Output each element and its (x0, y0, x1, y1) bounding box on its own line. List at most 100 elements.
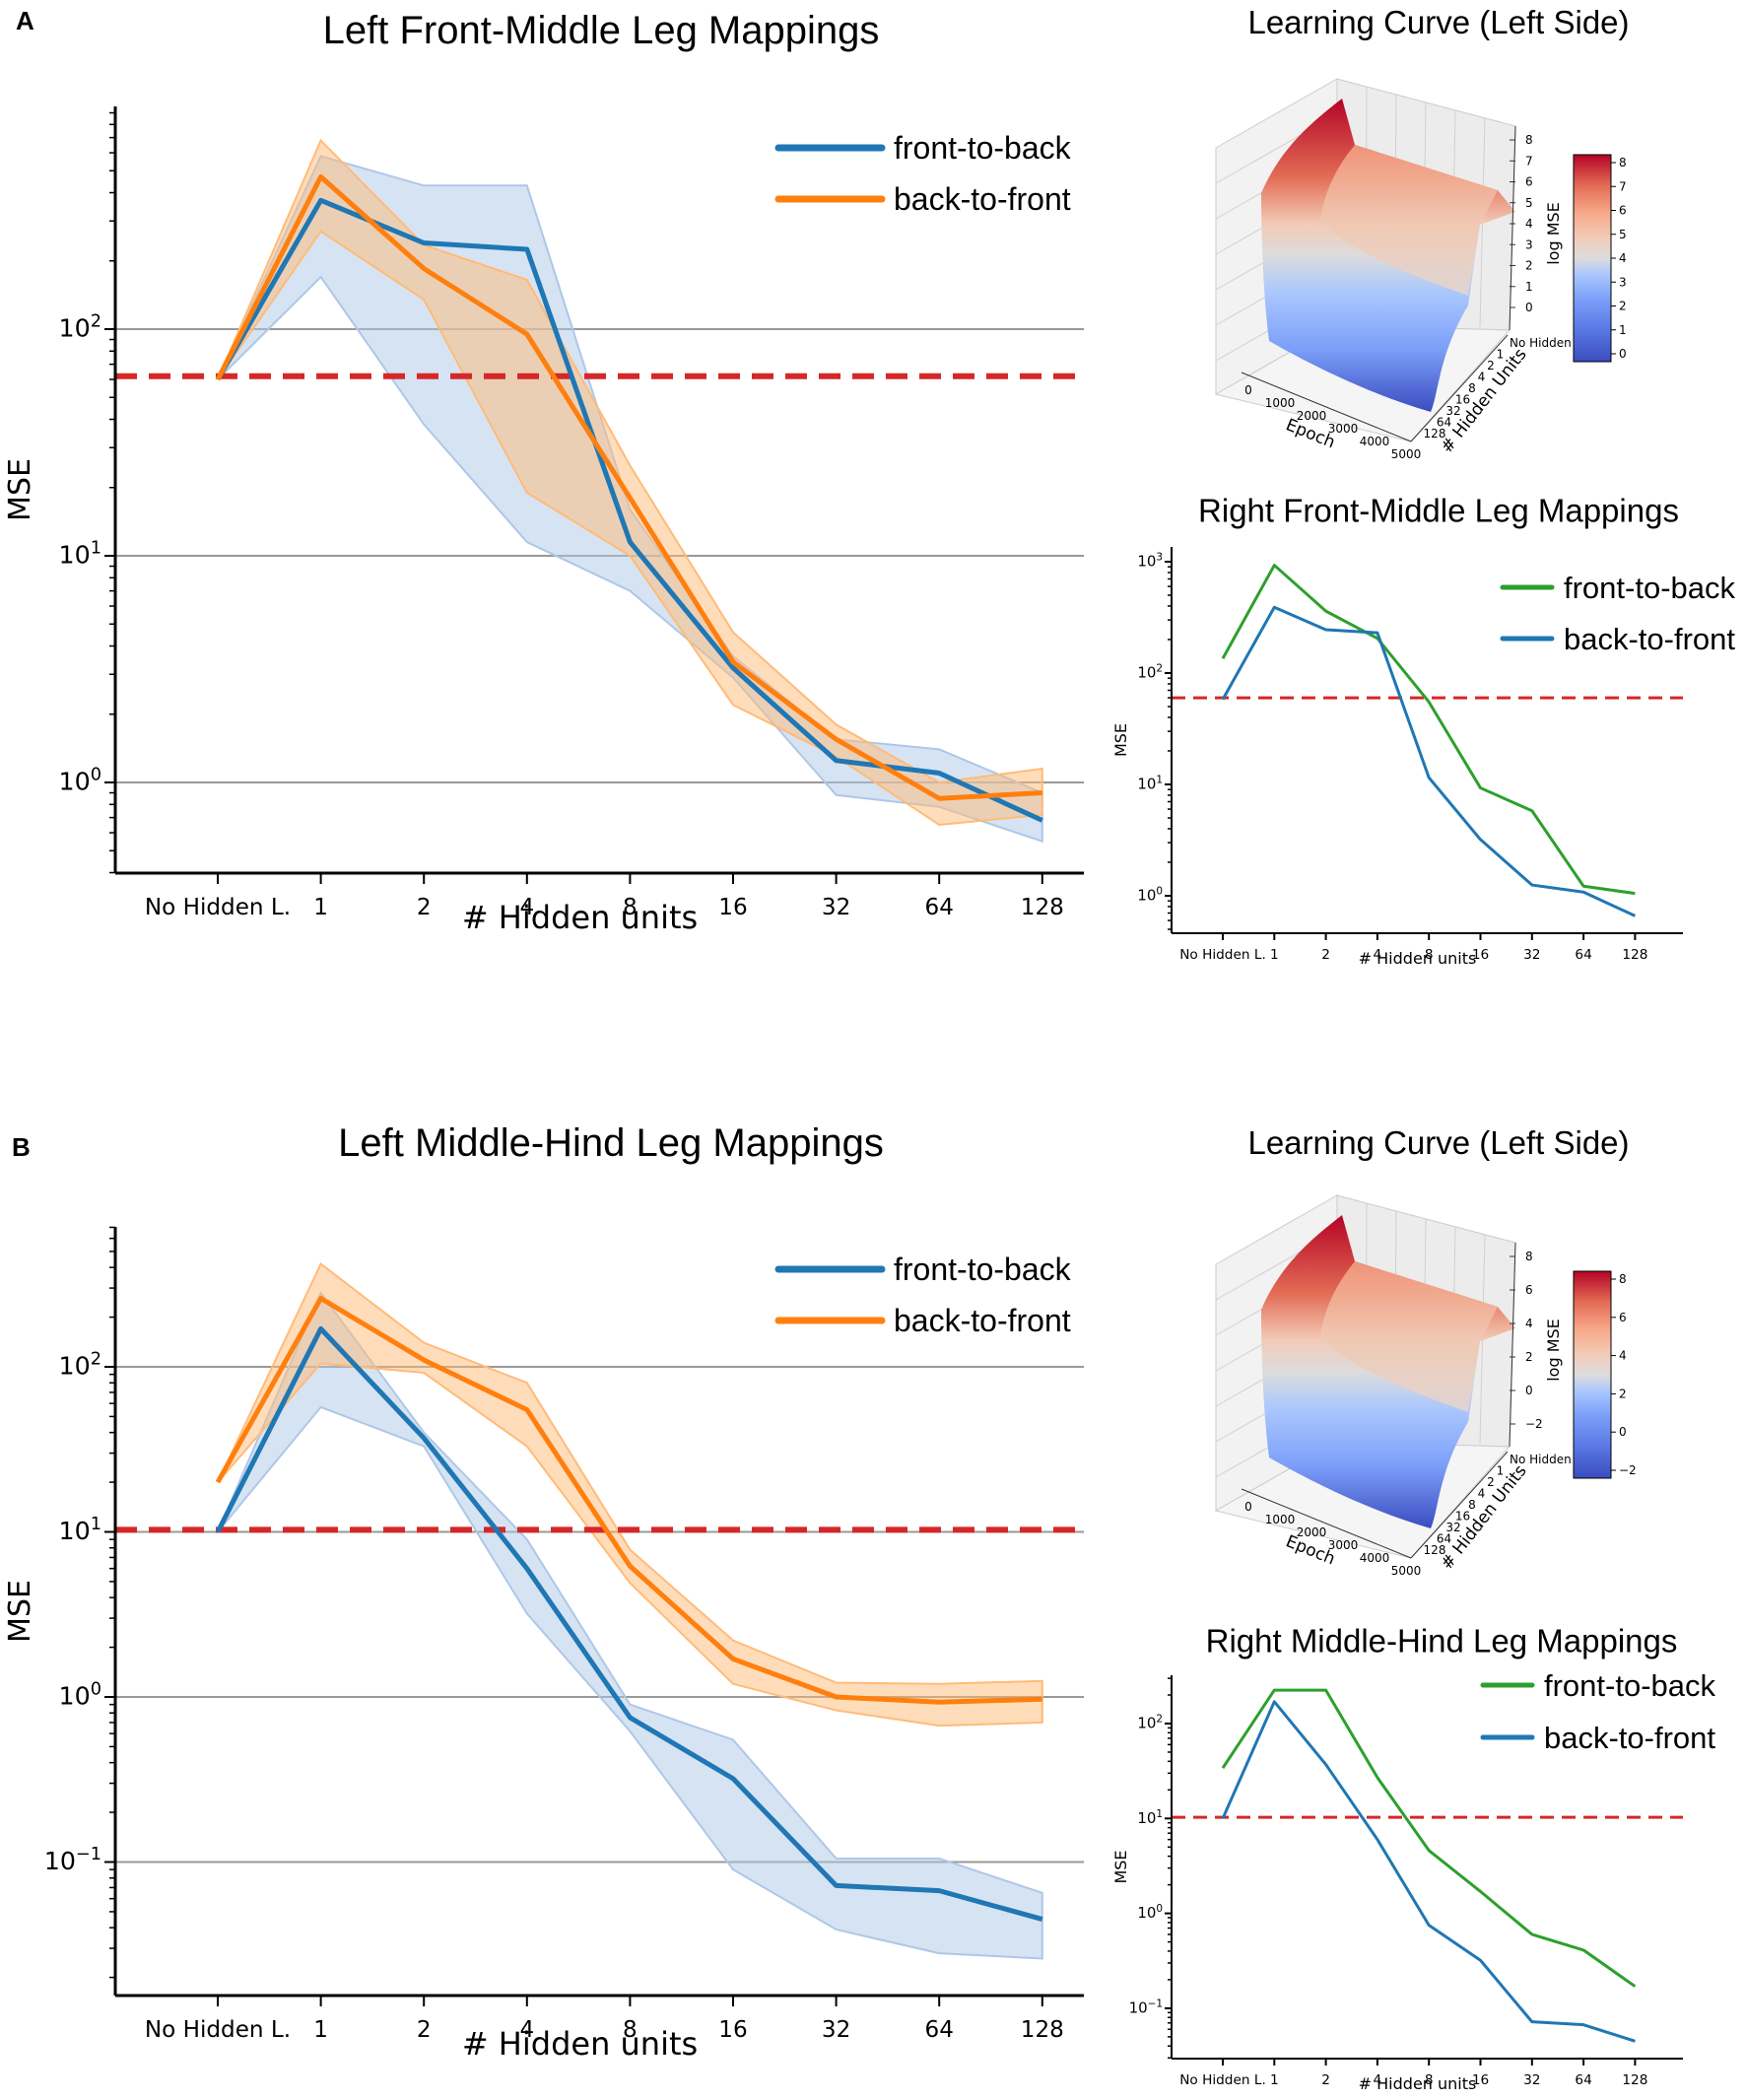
x-tick-label: 128 (1021, 2017, 1064, 2043)
colorbar (1573, 1270, 1612, 1479)
chart-B-main: Left Middle-Hind Leg Mappings 10−1 100 101 1… (3, 1121, 1084, 2063)
z-tick-label: 6 (1525, 175, 1533, 189)
legend-label-back-to-front: back-to-front (894, 1303, 1071, 1338)
z-tick-label: 4 (1525, 1317, 1533, 1330)
chart-title: Learning Curve (Left Side) (1247, 4, 1629, 40)
y-tick-label: 8 (1468, 1498, 1476, 1512)
series-line-front-to-back (1221, 564, 1636, 896)
y-tick-label: 128 (1424, 1543, 1446, 1557)
z-tick-label: 5 (1525, 196, 1533, 210)
legend-label-front-to-back: front-to-back (1544, 1668, 1716, 1703)
y-axis-label: MSE (1111, 723, 1130, 757)
chart-title: Right Middle-Hind Leg Mappings (1206, 1623, 1678, 1660)
x-tick-label: 8 (1425, 2072, 1434, 2088)
y-tick-label: 4 (1478, 371, 1486, 384)
colorbar (1573, 154, 1612, 363)
confidence-band-back-to-front (217, 1262, 1043, 1727)
colorbar-tick-label: 0 (1619, 1425, 1627, 1439)
x-tick-label: 2000 (1297, 409, 1327, 423)
y-tick-label: 100 (1137, 1903, 1163, 1922)
series-line-front-to-back (215, 1325, 1043, 1922)
x-axis-label: # Hidden units (1359, 949, 1477, 968)
legend-label-front-to-back: front-to-back (894, 1252, 1072, 1287)
x-tick-label: 2 (417, 2017, 432, 2043)
confidence-band-front-to-back (217, 1291, 1043, 1960)
panel-label-b: B (12, 1132, 31, 1162)
x-tick-label: 128 (1622, 947, 1647, 963)
z-tick-label: 2 (1525, 259, 1533, 273)
z-axis-label: log MSE (1544, 1319, 1563, 1382)
x-axis (1241, 372, 1412, 442)
y-tick-label: No Hidden (1510, 336, 1572, 350)
chart-B-right: Right Middle-Hind Leg Mappings 10−1 100 101… (1111, 1623, 1716, 2093)
y-tick-label: 101 (59, 539, 101, 570)
x-tick-label: 4000 (1360, 435, 1390, 448)
y-tick-label: 103 (1137, 552, 1163, 571)
y-tick-label: 4 (1478, 1487, 1486, 1501)
z-tick-label: 1 (1525, 280, 1533, 294)
x-tick-label: No Hidden L. (1179, 947, 1266, 963)
x-tick-label: 8 (623, 2017, 638, 2043)
x-tick-label: 64 (925, 895, 954, 920)
y-tick-label: 8 (1468, 381, 1476, 395)
chart-title: Right Front-Middle Leg Mappings (1198, 493, 1679, 529)
x-tick-label: 2000 (1297, 1525, 1327, 1539)
y-axis (1410, 334, 1509, 442)
y-tick-label: 32 (1445, 404, 1460, 418)
y-tick-label: 10−1 (44, 1845, 101, 1875)
x-tick-label: 3000 (1328, 1538, 1359, 1552)
y-tick-label: 2 (1487, 359, 1495, 373)
y-axis-label: MSE (1111, 1850, 1130, 1883)
x-tick-label: 1 (1270, 2072, 1279, 2088)
x-tick-label: No Hidden L. (1179, 2072, 1266, 2088)
x-tick-label: 16 (1472, 2072, 1489, 2088)
z-tick-label: 0 (1525, 1384, 1533, 1397)
panel-label-a: A (16, 6, 34, 35)
legend-label-back-to-front: back-to-front (1544, 1721, 1715, 1755)
colorbar-tick-label: 5 (1619, 228, 1627, 241)
colorbar-tick-label: 6 (1619, 204, 1627, 218)
x-axis-label: # Hidden units (462, 899, 698, 936)
legend-label-back-to-front: back-to-front (894, 181, 1071, 217)
colorbar-tick-label: 6 (1619, 1311, 1627, 1324)
x-tick-label: 16 (718, 895, 747, 920)
colorbar-tick-label: 8 (1619, 156, 1627, 169)
y-tick-label: 128 (1424, 427, 1446, 440)
colorbar-tick-label: 2 (1619, 1387, 1627, 1400)
x-tick-label: 4 (1374, 2072, 1382, 2088)
legend-label-front-to-back: front-to-back (894, 130, 1072, 166)
y-tick-label: 1 (1497, 348, 1505, 362)
x-tick-label: 2 (1321, 947, 1330, 963)
y-tick-label: 100 (59, 1680, 101, 1711)
z-tick-label: 8 (1525, 1250, 1533, 1263)
y-tick-label: 16 (1455, 1510, 1470, 1524)
x-tick-label: 128 (1021, 895, 1064, 920)
x-tick-label: 16 (718, 2017, 747, 2043)
y-axis-label: MSE (3, 1580, 37, 1643)
y-tick-label: 32 (1445, 1521, 1460, 1534)
y-tick-label: 102 (1137, 663, 1163, 682)
legend-label-front-to-back: front-to-back (1564, 571, 1736, 605)
x-tick-label: 3000 (1328, 422, 1359, 436)
x-tick-label: 2 (417, 895, 432, 920)
z-tick-label: 6 (1525, 1283, 1533, 1297)
surface-plateau (1320, 1261, 1498, 1412)
y-axis-label: MSE (3, 458, 37, 521)
y-tick-label: 10−1 (1129, 1998, 1163, 2016)
y-tick-label: 101 (59, 1515, 101, 1545)
y-tick-label: 100 (59, 766, 101, 796)
z-tick-label: 8 (1525, 133, 1533, 147)
x-tick-label: 5000 (1391, 447, 1422, 461)
y-tick-label: 101 (1137, 775, 1163, 793)
confidence-band-front-to-back (217, 155, 1043, 844)
x-tick-label: 8 (1425, 947, 1434, 963)
x-tick-label: 64 (1575, 2072, 1591, 2088)
y-tick-label: 2 (1487, 1475, 1495, 1489)
x-tick-label: No Hidden L. (145, 2017, 291, 2043)
y-tick-label: 16 (1455, 393, 1470, 407)
colorbar-tick-label: −2 (1619, 1463, 1637, 1477)
y-tick-label: 64 (1437, 1532, 1451, 1546)
z-tick-label: 7 (1525, 154, 1533, 168)
x-tick-label: 0 (1244, 383, 1252, 397)
